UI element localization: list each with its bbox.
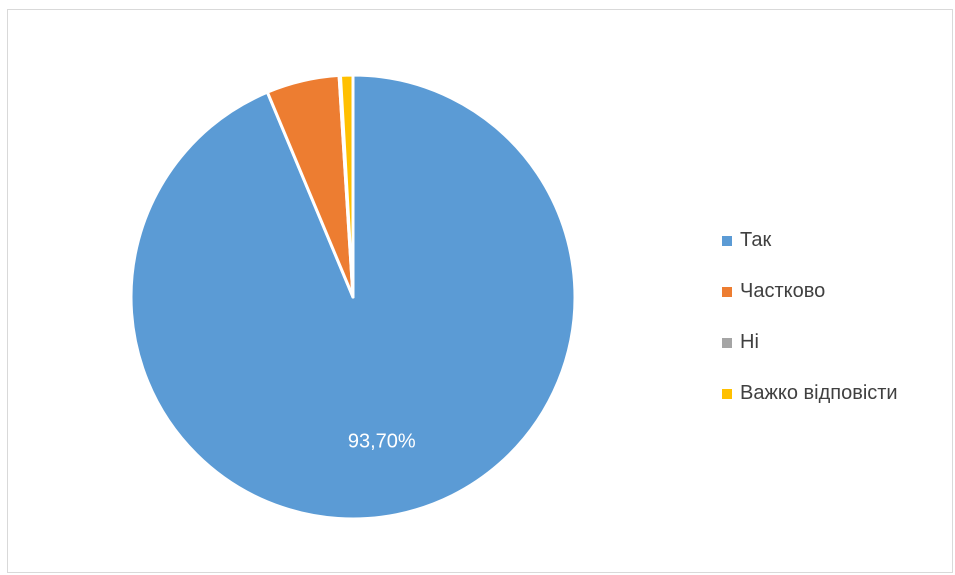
legend-item-tak: Так xyxy=(722,215,898,266)
pie-slice-vazhko xyxy=(338,73,355,299)
legend-item-ni: Ні xyxy=(722,317,898,368)
data-label-tak: 93,70% xyxy=(348,431,416,453)
pie-chart: 93,70% xyxy=(129,73,577,521)
legend-item-chastkovo: Частково xyxy=(722,266,898,317)
pie-slice-tak xyxy=(129,73,577,521)
legend-label-tak: Так xyxy=(740,229,772,251)
legend-label-vazhko: Важко відповісти xyxy=(740,382,898,404)
legend-swatch-chastkovo xyxy=(722,286,732,297)
legend-swatch-tak xyxy=(722,235,732,246)
legend: Так Частково Ні Важко відповісти xyxy=(722,215,898,419)
legend-item-vazhko: Важко відповісти xyxy=(722,368,898,419)
chart-area: 93,70% Так Частково Ні Важко відповісти xyxy=(7,9,953,573)
legend-label-ni: Ні xyxy=(740,331,759,353)
legend-label-chastkovo: Частково xyxy=(740,280,826,302)
legend-swatch-ni xyxy=(722,337,732,348)
legend-swatch-vazhko xyxy=(722,388,732,399)
